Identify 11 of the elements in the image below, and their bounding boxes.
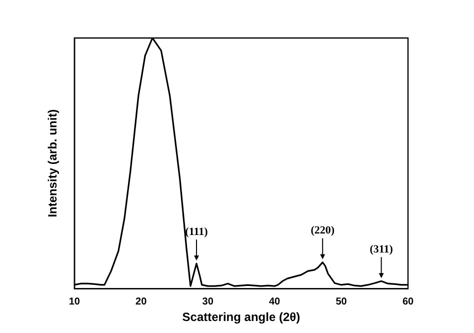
x-tick-label: 40 xyxy=(268,296,281,308)
x-tick-label: 50 xyxy=(336,296,348,308)
x-axis-title: Scattering angle (2θ) xyxy=(182,310,300,324)
x-tick-label: 20 xyxy=(136,296,148,308)
x-tick-label: 60 xyxy=(402,296,414,308)
y-axis-title: Intensity (arb. unit) xyxy=(46,109,60,218)
x-tick-label: 30 xyxy=(202,296,214,308)
x-tick-label: 10 xyxy=(68,296,80,308)
annotation: (311) xyxy=(370,243,394,256)
annotation: (111) xyxy=(185,226,208,238)
annotation: (220) xyxy=(310,224,335,237)
